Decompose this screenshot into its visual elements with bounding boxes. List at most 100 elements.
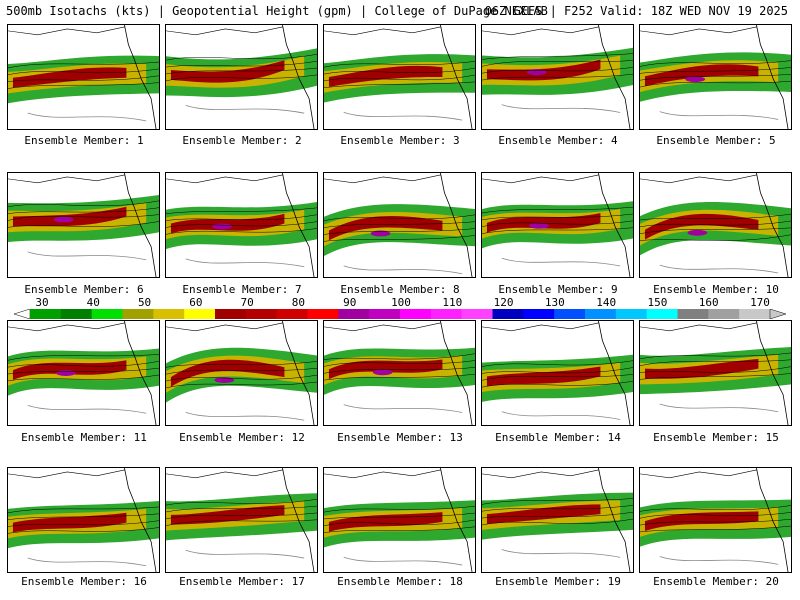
legend-left-arrow [14,309,31,319]
height-contour [8,68,159,76]
height-contour [482,498,633,505]
height-contour [482,367,633,374]
gray-contour [185,104,305,114]
legend-tick-label: 130 [544,296,565,309]
ensemble-member-label: Ensemble Member: 5 [656,134,776,147]
legend-tick-label: 170 [750,296,770,309]
height-contour [8,374,159,382]
height-contour [640,359,791,366]
ensemble-map-panel [7,24,160,130]
coastline-north [640,469,757,479]
ensemble-map-panel [165,467,318,573]
gray-contour [501,549,621,558]
legend-tick-label: 110 [442,296,463,309]
height-contour [166,368,317,375]
ensemble-map-panel [481,467,634,573]
coastline-north [324,322,441,332]
run-info: 06Z GEFS | F252 Valid: 18Z WED NOV 19 20… [484,4,788,18]
gray-contour [343,111,463,121]
jet-core-red [170,505,285,525]
legend-swatch [646,309,678,319]
legend-swatch [461,309,493,319]
coastline-north [166,322,283,332]
height-contour [166,207,317,214]
height-contour [166,512,317,520]
legend-right-arrow [769,309,786,319]
height-contour [166,505,317,513]
height-contour [166,519,317,526]
ensemble-member-label: Ensemble Member: 8 [340,283,460,296]
color-legend [14,309,786,319]
gray-contour [27,251,147,261]
height-contour [482,360,633,367]
legend-tick-label: 80 [291,296,306,309]
ensemble-map-panel [481,24,634,130]
height-contour [8,513,159,520]
height-contour [324,81,475,89]
chart-title: 500mb Isotachs (kts) | Geopotential Heig… [6,4,548,18]
height-contour [640,366,791,373]
legend-tick-label: 60 [189,296,203,309]
height-contour [324,235,475,242]
jet-max-purple [526,69,547,76]
legend-swatch [585,309,617,319]
coastline-north [324,174,441,184]
legend-swatch [276,309,308,319]
coastline-north [8,469,125,479]
jet-max-purple [370,230,391,237]
height-contour [640,373,791,380]
height-contour [482,227,633,234]
coastline [282,173,315,277]
coastline [124,321,157,425]
height-contour [324,221,475,228]
height-contour [324,360,475,367]
ensemble-map-panel [323,172,476,278]
jet-core-red [644,64,759,87]
ensemble-member-label: Ensemble Member: 1 [24,134,144,147]
coastline-north [640,174,757,184]
coastline [124,25,157,129]
legend-swatch [523,309,555,319]
height-contour [324,228,475,235]
height-contour [8,61,159,69]
jet-max-purple [53,216,74,223]
jet-max-purple [685,76,706,83]
height-contour [640,220,791,228]
coastline-north [640,26,757,36]
height-contour [640,518,791,526]
height-contour [324,74,475,82]
height-contour [8,354,159,361]
ensemble-map-panel [639,24,792,130]
ensemble-member-label: Ensemble Member: 6 [24,283,144,296]
height-contour [8,221,159,228]
jet-max-purple [212,223,232,230]
coastline-north [482,174,599,184]
jet-max-purple [55,370,76,376]
gray-contour [27,112,147,122]
ensemble-member-label: Ensemble Member: 12 [179,431,305,444]
legend-tick-label: 50 [137,296,152,309]
gray-contour [501,411,621,420]
height-contour [8,82,159,89]
height-contour [640,74,791,81]
legend-tick-label: 100 [391,296,411,309]
ensemble-map-panel [165,320,318,426]
jet-core-red [12,360,127,380]
height-contour [324,61,475,68]
height-contour [8,200,159,207]
height-contour [324,519,475,527]
coastline-north [166,26,283,36]
legend-swatch [430,309,463,319]
coastline [756,25,789,129]
coastline-north [166,174,283,184]
legend-swatch [338,309,370,319]
gray-contour [27,405,147,414]
coastline [282,321,315,425]
legend-tick-label: 70 [240,296,254,309]
coastline-north [482,26,599,36]
ensemble-member-label: Ensemble Member: 3 [340,134,460,147]
jet-core-red [328,216,443,241]
ensemble-map-panel [481,172,634,278]
jet-core-red [644,358,759,379]
coastline [282,25,315,129]
